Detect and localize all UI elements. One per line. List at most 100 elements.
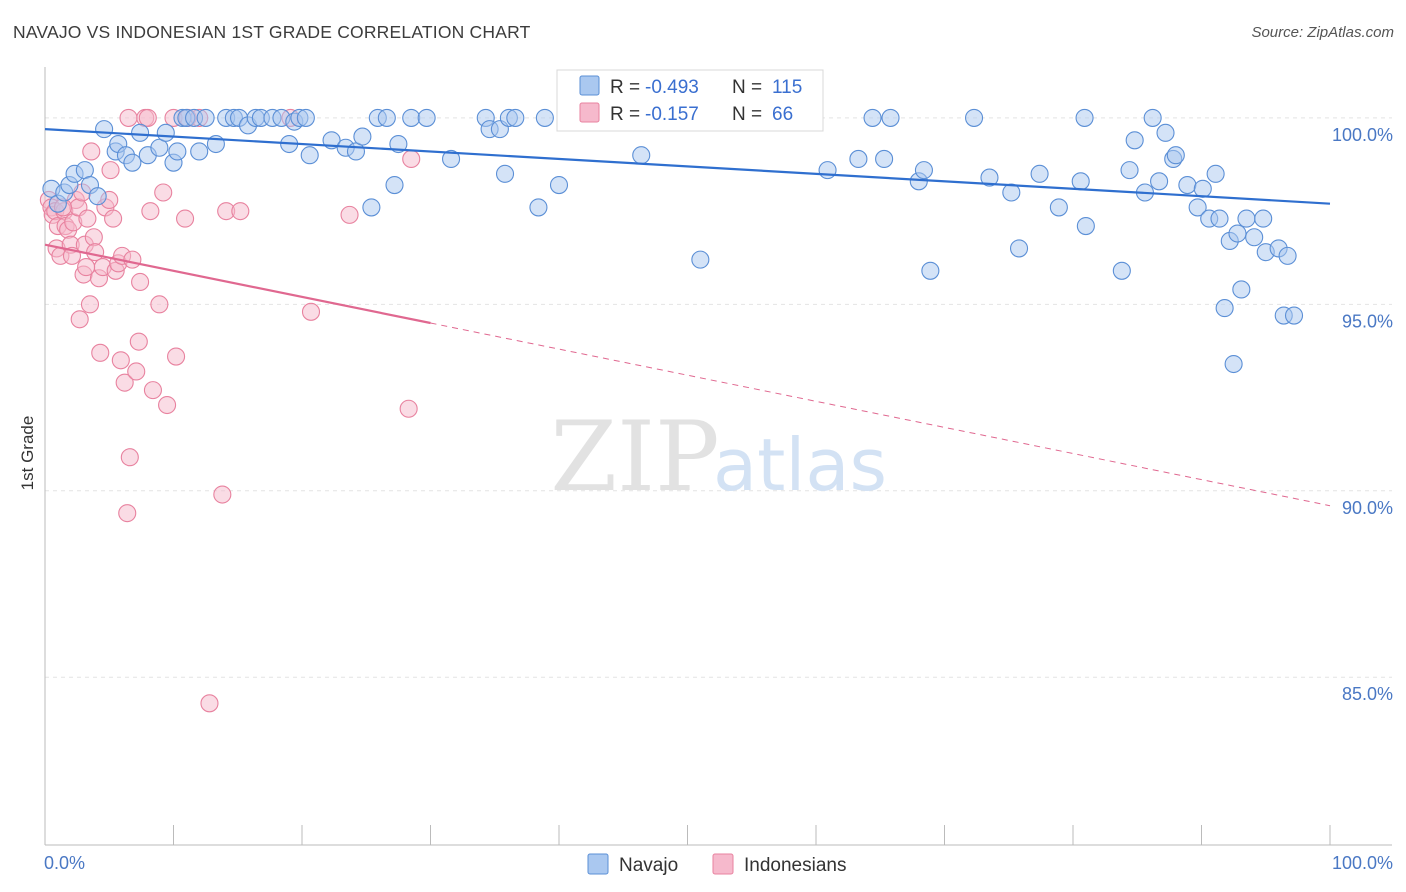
indonesians-swatch — [579, 102, 600, 123]
indonesians-point — [200, 694, 219, 713]
navajo-point — [296, 108, 315, 127]
x-tick-label-max: 100.0% — [1332, 853, 1393, 873]
navajo-point — [1245, 228, 1264, 247]
indonesians-point — [101, 161, 120, 180]
indonesians-point — [91, 343, 110, 362]
indonesians-point — [104, 209, 123, 228]
indonesians-point — [158, 395, 177, 415]
indonesians-point — [131, 272, 150, 292]
navajo-point — [875, 149, 894, 168]
navajo-point — [95, 120, 114, 139]
navajo-point — [1071, 172, 1090, 191]
indonesians-trend-dashed — [430, 322, 1331, 507]
indonesians-point — [301, 302, 321, 321]
gridlines — [45, 117, 1392, 678]
indonesians-n-label: N = — [732, 104, 762, 125]
indonesians-point — [127, 362, 146, 381]
navajo-point — [632, 146, 651, 165]
navajo-point — [506, 108, 525, 127]
indonesians-point — [143, 381, 162, 400]
navajo-point — [881, 108, 900, 127]
navajo-point — [549, 175, 569, 195]
navajo-point — [196, 108, 215, 127]
axes — [44, 67, 1392, 846]
indonesians-point — [70, 310, 89, 329]
navajo-point — [377, 108, 396, 127]
navajo-point — [156, 123, 175, 142]
indonesians-point — [111, 351, 130, 370]
navajo-point — [402, 108, 421, 127]
navajo-point — [1002, 183, 1021, 202]
navajo-trend-solid — [44, 128, 1331, 205]
indonesians-point — [399, 399, 418, 418]
navajo-point — [123, 153, 142, 172]
navajo-point — [1156, 123, 1175, 142]
series-legend: Navajo Indonesians — [587, 853, 846, 876]
indonesians-point — [120, 448, 139, 467]
y-tick-label: 100.0% — [1332, 125, 1393, 145]
legend-navajo-label: Navajo — [619, 855, 678, 876]
indonesians-point — [82, 142, 101, 161]
indonesians-points — [39, 108, 421, 713]
navajo-point — [529, 198, 548, 217]
navajo-point — [863, 108, 882, 127]
chart-source: Source: ZipAtlas.com — [1251, 24, 1394, 41]
navajo-point — [1075, 108, 1094, 127]
navajo-point — [1150, 172, 1169, 191]
navajo-point — [535, 108, 554, 127]
navajo-point — [818, 161, 837, 180]
navajo-point — [88, 187, 107, 206]
navajo-point — [1030, 164, 1049, 183]
navajo-point — [1143, 108, 1162, 127]
navajo-point — [1049, 198, 1068, 217]
navajo-point — [1076, 217, 1095, 236]
navajo-point — [150, 138, 169, 157]
navajo-point — [300, 146, 319, 165]
watermark: ZIP atlas — [550, 401, 887, 513]
navajo-point — [849, 149, 868, 168]
navajo-point — [442, 149, 461, 168]
navajo-point — [1009, 239, 1029, 258]
navajo-point — [1254, 209, 1273, 228]
y-tick-label: 85.0% — [1342, 684, 1393, 704]
watermark-atlas: atlas — [713, 423, 887, 507]
navajo-point — [914, 161, 933, 180]
trendlines — [44, 128, 1331, 507]
legend-navajo-swatch — [587, 853, 609, 875]
indonesians-point — [129, 332, 148, 351]
indonesians-point — [213, 485, 232, 504]
indonesians-point — [115, 373, 134, 392]
navajo-point — [1278, 246, 1297, 265]
navajo-point — [1112, 261, 1131, 280]
navajo-point — [362, 198, 381, 217]
stats-legend-box — [556, 69, 824, 132]
legend-indonesians-label: Indonesians — [744, 855, 846, 876]
navajo-point — [965, 108, 984, 127]
indonesians-point — [141, 202, 160, 221]
navajo-point — [495, 164, 515, 183]
navajo-point — [1193, 179, 1212, 198]
navajo-point — [168, 142, 187, 161]
navajo-point — [131, 123, 150, 142]
chart-title: NAVAJO VS INDONESIAN 1ST GRADE CORRELATI… — [13, 22, 531, 42]
navajo-point — [980, 168, 999, 187]
indonesians-trend-solid — [44, 243, 431, 325]
indonesians-point — [176, 209, 195, 228]
navajo-points — [42, 108, 1304, 374]
navajo-swatch — [579, 75, 600, 96]
indonesians-point — [119, 108, 138, 127]
navajo-point — [921, 261, 940, 280]
tick-labels: 100.0% 95.0% 90.0% 85.0% 0.0% 100.0% — [44, 125, 1393, 873]
navajo-point — [1284, 306, 1304, 325]
indonesians-point — [150, 295, 169, 314]
indonesians-point — [77, 258, 96, 277]
indonesians-n-value: 66 — [772, 104, 793, 125]
navajo-point — [1224, 354, 1243, 374]
y-tick-label: 90.0% — [1342, 498, 1393, 518]
indonesians-point — [154, 183, 173, 202]
indonesians-r-value: -0.157 — [645, 104, 699, 125]
indonesians-point — [123, 250, 142, 269]
navajo-point — [1237, 209, 1256, 228]
navajo-point — [1125, 131, 1144, 150]
